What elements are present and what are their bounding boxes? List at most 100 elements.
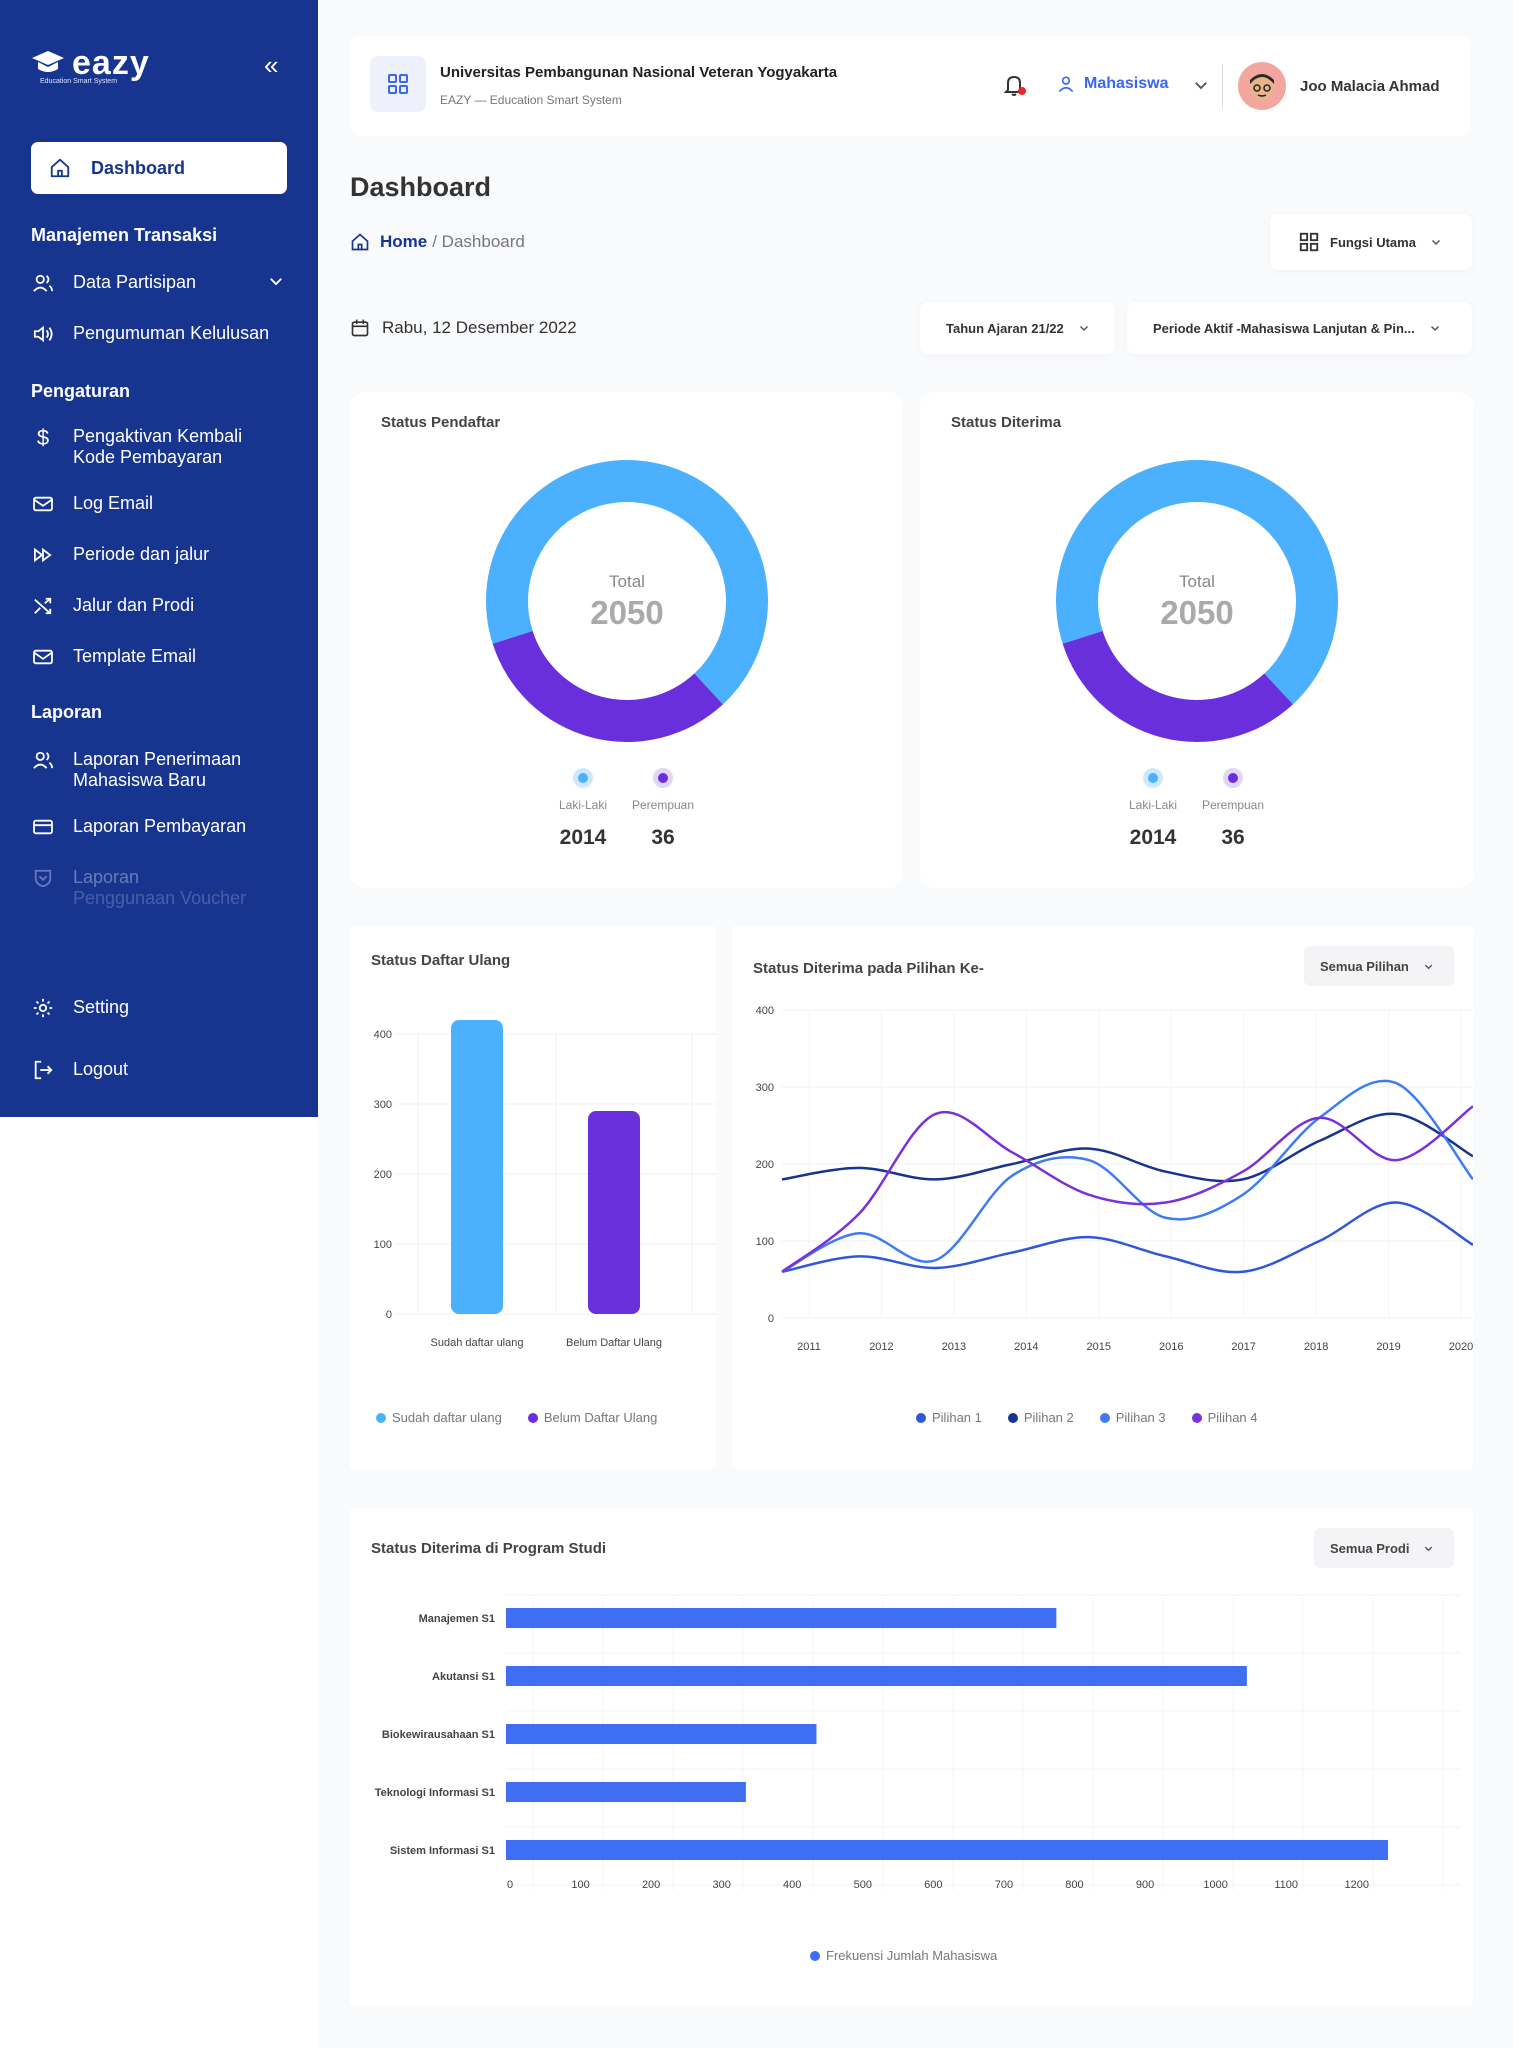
x-tick-label: 800 [1065, 1879, 1083, 1891]
x-tick-label: 600 [924, 1879, 942, 1891]
legend-item: Pilihan 2 [1007, 1410, 1074, 1425]
user-name[interactable]: Joo Malacia Ahmad [1300, 78, 1440, 95]
sidebar-item-label: Template Email [73, 646, 197, 666]
role-selector[interactable]: Mahasiswa [1056, 74, 1168, 94]
users-icon [33, 751, 53, 769]
top-bar: Universitas Pembangunan Nasional Veteran… [350, 36, 1471, 136]
donut-slice-laki-laki [1056, 460, 1338, 705]
x-tick-label: 2011 [797, 1341, 821, 1353]
legend-label-perempuan: Perempuan [631, 798, 695, 812]
date-text: Rabu, 12 Desember 2022 [382, 318, 577, 337]
y-tick-label: 100 [374, 1239, 392, 1251]
sidebar-item-data-partisipan[interactable]: Data Partisipan [31, 272, 287, 294]
bar-legend: Sudah daftar ulang Belum Daftar Ulang [376, 1410, 683, 1425]
sidebar-item-laporan-penerimaan[interactable]: Laporan Penerimaan Mahasiswa Baru [31, 749, 287, 791]
x-tick-label: 700 [995, 1879, 1013, 1891]
y-tick-label: 300 [756, 1082, 774, 1094]
status-prodi-card: Status Diterima di Program Studi Semua P… [350, 1508, 1473, 2006]
series-line-pilihan-2 [781, 1112, 1473, 1183]
fungsi-utama-label: Fungsi Utama [1330, 234, 1416, 250]
y-tick-label: Akutansi S1 [432, 1671, 495, 1683]
calendar-icon [351, 319, 369, 337]
breadcrumb-current: / Dashboard [432, 232, 525, 251]
chevron-down-icon [270, 278, 282, 286]
sidebar-item-pengumuman[interactable]: Pengumuman Kelulusan [31, 323, 287, 345]
brand-logo[interactable]: eazy [30, 44, 150, 83]
sidebar-item-label: Data Partisipan [73, 272, 197, 292]
notification-button[interactable] [1002, 72, 1028, 103]
sidebar-item-laporan-voucher[interactable]: Laporan Penggunaan Voucher [31, 867, 287, 909]
voucher-icon [34, 869, 52, 888]
graduation-cap-icon [32, 50, 64, 72]
sidebar-item-periode[interactable]: Periode dan jalur [31, 544, 287, 566]
y-tick-label: 0 [768, 1313, 774, 1325]
current-date: Rabu, 12 Desember 2022 [350, 318, 577, 338]
brand-name: eazy [72, 44, 150, 82]
section-manajemen-transaksi: Manajemen Transaksi [31, 225, 218, 245]
donut-chart-pendaftar [486, 460, 768, 742]
card-title: Status Pendaftar [381, 414, 501, 431]
collapse-sidebar-button[interactable]: « [264, 50, 279, 80]
sidebar-item-label: Laporan Penerimaan Mahasiswa Baru [73, 749, 242, 790]
x-tick-label: 2013 [942, 1341, 966, 1353]
legend-value-perempuan: 36 [651, 826, 675, 849]
donut-total-label: Total [609, 572, 645, 591]
legend-dot-perempuan [653, 768, 673, 788]
status-diterima-card: Status Diterima Total 2050 Laki-Laki Per… [920, 392, 1473, 888]
fungsi-utama-dropdown[interactable]: Fungsi Utama [1270, 214, 1472, 270]
sidebar-item-laporan-pembayaran[interactable]: Laporan Pembayaran [31, 816, 287, 838]
breadcrumb-home-link[interactable]: Home [380, 232, 428, 251]
donut-chart-diterima [1056, 460, 1338, 742]
section-laporan: Laporan [31, 702, 103, 722]
semua-prodi-dropdown[interactable]: Semua Prodi [1314, 1528, 1454, 1568]
bar-sudah [451, 1020, 503, 1314]
sidebar: eazy Education Smart System « Dashboard … [0, 0, 318, 1117]
sidebar-item-dashboard[interactable]: Dashboard [31, 142, 287, 194]
sidebar-item-logout[interactable]: Logout [31, 1059, 287, 1081]
section-pengaturan: Pengaturan [31, 381, 131, 401]
legend-label-perempuan: Perempuan [1201, 798, 1265, 812]
x-tick-label: 500 [854, 1879, 872, 1891]
sidebar-item-label: Jalur dan Prodi [73, 595, 195, 615]
donut-total-label: Total [1179, 572, 1215, 591]
sidebar-item-label: Pengumuman Kelulusan [73, 323, 270, 343]
avatar[interactable] [1238, 62, 1286, 110]
legend-value-laki-laki: 2014 [559, 826, 607, 849]
series-line-pilihan-3 [781, 1079, 1473, 1273]
mail-icon [33, 649, 53, 665]
y-tick-label: 200 [374, 1169, 392, 1181]
hbar-biokewirausahaan-s1 [506, 1724, 817, 1744]
bell-icon [1003, 75, 1026, 96]
x-tick-label: Sudah daftar ulang [431, 1337, 524, 1349]
sidebar-item-jalur-prodi[interactable]: Jalur dan Prodi [31, 595, 287, 617]
chevron-down-icon [1079, 325, 1088, 332]
donut-slice-perempuan [492, 631, 723, 742]
sidebar-item-pengaktivan[interactable]: $ Pengaktivan Kembali Kode Pembayaran [31, 426, 287, 468]
x-tick-label: 2012 [869, 1341, 893, 1353]
periode-dropdown[interactable]: Periode Aktif -Mahasiswa Lanjutan & Pin.… [1127, 302, 1472, 354]
x-tick-label: 2019 [1376, 1341, 1400, 1353]
sidebar-item-log-email[interactable]: Log Email [31, 493, 287, 515]
card-title: Status Diterima [951, 414, 1062, 431]
x-tick-label: 900 [1136, 1879, 1154, 1891]
user-icon [1058, 76, 1074, 93]
sidebar-item-label: Log Email [73, 493, 154, 513]
bar-belum [588, 1111, 640, 1314]
y-tick-label: 300 [374, 1099, 392, 1111]
x-tick-label: 2015 [1087, 1341, 1111, 1353]
apps-grid-button[interactable] [370, 56, 426, 112]
semua-pilihan-dropdown[interactable]: Semua Pilihan [1304, 946, 1454, 986]
dropdown-label: Semua Prodi [1330, 1540, 1410, 1556]
x-tick-label: 1200 [1344, 1879, 1368, 1891]
tahun-ajaran-dropdown[interactable]: Tahun Ajaran 21/22 [920, 302, 1115, 354]
chevron-down-icon[interactable] [1192, 76, 1210, 94]
x-tick-label: 200 [642, 1879, 660, 1891]
status-daftar-ulang-card: Status Daftar Ulang 0 100 200 300 400 Sudah d… [350, 926, 716, 1470]
university-name: Universitas Pembangunan Nasional Veteran… [440, 64, 838, 81]
credit-card-icon [33, 819, 53, 835]
sidebar-item-template-email[interactable]: Template Email [31, 646, 287, 668]
dollar-icon: $ [36, 424, 50, 450]
shuffle-icon [34, 597, 52, 615]
donut-total-value: 2050 [590, 594, 664, 631]
sidebar-item-setting[interactable]: Setting [31, 997, 287, 1019]
